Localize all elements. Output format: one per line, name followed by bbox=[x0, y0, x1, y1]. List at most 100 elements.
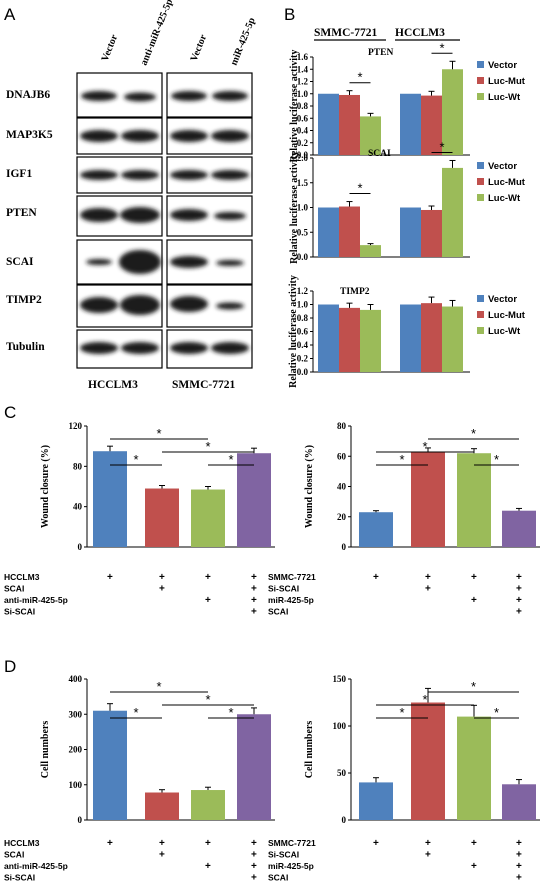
bar-1 bbox=[411, 702, 445, 820]
condition-mark: + bbox=[251, 850, 257, 861]
band-tubulin-4 bbox=[211, 342, 249, 354]
panel-b-header: SMMC-7721 HCCLM3 bbox=[314, 27, 460, 41]
significance-star: * bbox=[471, 426, 476, 441]
bar-0 bbox=[359, 512, 393, 547]
bar-1 bbox=[145, 792, 179, 820]
band-pten-2 bbox=[120, 207, 160, 223]
bar-luc-wt-0 bbox=[360, 309, 381, 372]
legend-label-luc-wt: Luc-Wt bbox=[488, 193, 521, 204]
chart-title: SCAI bbox=[368, 149, 391, 159]
condition-mark: + bbox=[107, 572, 113, 583]
legend-swatch-vector bbox=[477, 162, 484, 169]
significance-star: * bbox=[439, 40, 444, 55]
significance-star: * bbox=[357, 181, 362, 196]
condition-mark: + bbox=[251, 595, 257, 606]
bar-luc-mut-1 bbox=[421, 209, 442, 257]
band-scai-3 bbox=[170, 256, 208, 268]
condition-mark: + bbox=[251, 873, 257, 884]
chart-title: PTEN bbox=[368, 48, 393, 58]
blot-col-label-mir: miR-425-5p bbox=[229, 16, 258, 67]
band-igf1-2 bbox=[121, 170, 159, 180]
y-tick-label: 1.2 bbox=[297, 286, 309, 296]
band-igf1-3 bbox=[170, 170, 208, 180]
blot-col-label-vector-1: Vector bbox=[100, 33, 121, 64]
significance-star: * bbox=[422, 692, 427, 707]
bar-luc-wt-0 bbox=[360, 245, 381, 257]
y-tick-label: 0.0 bbox=[297, 252, 309, 262]
legend-swatch-vector bbox=[477, 295, 484, 302]
y-tick-label: 100 bbox=[333, 721, 347, 731]
significance-star: * bbox=[399, 705, 404, 720]
significance-star: * bbox=[494, 705, 499, 720]
bar-vector-0 bbox=[318, 304, 339, 372]
condition-mark: + bbox=[471, 572, 477, 583]
significance-star: * bbox=[205, 692, 210, 707]
luciferase-chart-timp2: 0.0 0.2 0.4 0.6 0.8 1.0 1.2 TIMP2 Relative lucif… bbox=[288, 275, 526, 388]
condition-mark: + bbox=[373, 572, 379, 583]
legend-label-luc-mut: Luc-Mut bbox=[488, 310, 526, 321]
condition-mark: + bbox=[159, 572, 165, 583]
condition-mark: + bbox=[251, 572, 257, 583]
bar-vector-0 bbox=[318, 93, 339, 155]
bar-luc-wt-0 bbox=[360, 116, 381, 155]
y-tick-label: 0.6 bbox=[297, 113, 309, 123]
group-header-hcclm3: HCCLM3 bbox=[395, 27, 445, 39]
condition-label: HCCLM3 bbox=[4, 572, 40, 582]
condition-label: SCAI bbox=[268, 873, 288, 883]
bar-1 bbox=[411, 451, 445, 547]
y-tick-label: 400 bbox=[69, 674, 83, 684]
y-tick-label: 0 bbox=[342, 542, 347, 552]
bar-1 bbox=[145, 488, 179, 547]
condition-mark: + bbox=[251, 861, 257, 872]
condition-label: HCCLM3 bbox=[4, 838, 40, 848]
charts-layer: 0.0 0.2 0.4 0.6 0.8 1.0 1.2 1.4 1.6 PTEN Relative … bbox=[4, 40, 540, 884]
bar-0 bbox=[93, 451, 127, 547]
bar-luc-mut-0 bbox=[339, 206, 360, 257]
bar-luc-wt-1 bbox=[442, 69, 463, 155]
condition-label: SCAI bbox=[4, 584, 24, 594]
luciferase-chart-pten: 0.0 0.2 0.4 0.6 0.8 1.0 1.2 1.4 1.6 PTEN Relative … bbox=[289, 40, 526, 162]
band-dnajb6-3 bbox=[171, 91, 207, 101]
condition-mark: + bbox=[159, 584, 165, 595]
condition-mark: + bbox=[205, 595, 211, 606]
y-tick-label: 60 bbox=[337, 451, 347, 461]
condition-mark: + bbox=[516, 607, 522, 618]
condition-mark: + bbox=[205, 861, 211, 872]
condition-label: Si-SCAI bbox=[4, 873, 35, 883]
y-tick-label: 1.0 bbox=[297, 203, 309, 213]
y-tick-label: 1.0 bbox=[297, 300, 309, 310]
panel-letter-a: A bbox=[4, 5, 16, 24]
y-axis-title: Wound closure (%) bbox=[40, 445, 51, 528]
bar-luc-mut-0 bbox=[339, 94, 360, 155]
significance-star: * bbox=[133, 452, 138, 467]
bar-luc-mut-0 bbox=[339, 307, 360, 372]
legend-label-luc-mut: Luc-Mut bbox=[488, 177, 526, 188]
y-tick-label: 20 bbox=[337, 512, 347, 522]
protein-label-tubulin: Tubulin bbox=[6, 341, 45, 353]
legend-swatch-vector bbox=[477, 61, 484, 68]
legend-swatch-luc-mut bbox=[477, 178, 484, 185]
condition-label: Si-SCAI bbox=[268, 850, 299, 860]
y-tick-label: 0.8 bbox=[297, 101, 309, 111]
protein-label-pten: PTEN bbox=[6, 207, 37, 219]
y-tick-label: 40 bbox=[337, 482, 347, 492]
bar-0 bbox=[93, 710, 127, 820]
y-tick-label: 0.8 bbox=[297, 313, 309, 323]
condition-mark: + bbox=[471, 861, 477, 872]
condition-label: SMMC-7721 bbox=[268, 838, 316, 848]
band-tubulin-2 bbox=[121, 342, 159, 354]
condition-label: miR-425-5p bbox=[268, 861, 314, 871]
y-tick-label: 0.2 bbox=[297, 354, 309, 364]
bar-vector-1 bbox=[400, 207, 421, 257]
significance-star: * bbox=[422, 439, 427, 454]
y-tick-label: 1.4 bbox=[297, 64, 309, 74]
band-dnajb6-4 bbox=[212, 91, 248, 101]
y-axis-title: Relative luciferase activity bbox=[288, 275, 299, 388]
condition-mark: + bbox=[516, 572, 522, 583]
band-scai-2 bbox=[119, 250, 161, 274]
condition-mark: + bbox=[516, 850, 522, 861]
bar-chart-c-right: 0 20 40 60 80 Wound closure (%) * * * * SMMC-7721 +… bbox=[268, 421, 540, 618]
condition-mark: + bbox=[516, 595, 522, 606]
